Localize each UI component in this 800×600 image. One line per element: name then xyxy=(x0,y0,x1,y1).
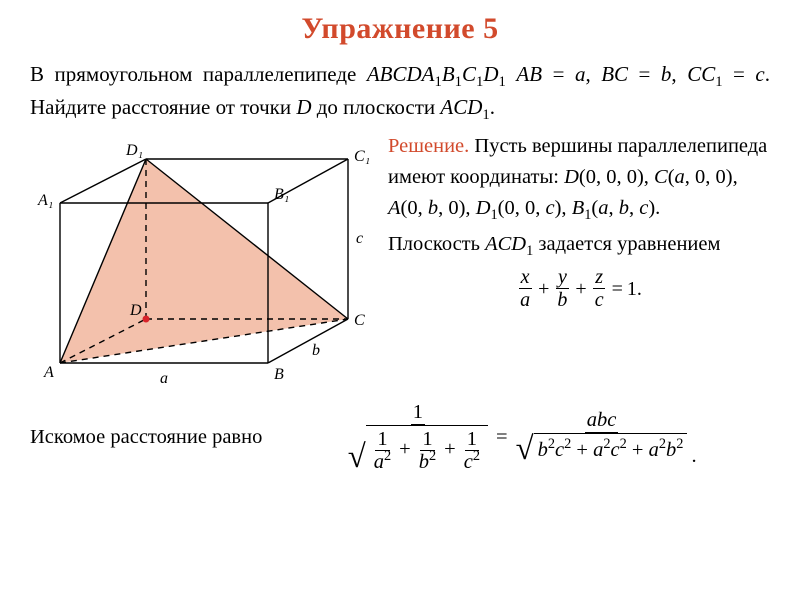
svg-text:c: c xyxy=(356,230,363,247)
solution-column: Решение. Пусть вершины параллелепипеда и… xyxy=(380,131,770,311)
plane-sentence: Плоскость ACD1 задается уравнением xyxy=(388,229,770,260)
svg-text:b: b xyxy=(312,342,320,359)
problem-statement: В прямоугольном параллелепипеде ABCDA1B1… xyxy=(30,58,770,123)
svg-text:D: D xyxy=(129,302,142,319)
page: Упражнение 5 В прямоугольном параллелепи… xyxy=(0,0,800,600)
svg-text:a: a xyxy=(160,370,168,387)
answer-formula: 1√1a2+1b2+1c2=abc√b2c2 + a2c2 + a2b2. xyxy=(270,401,770,474)
solution-paragraph: Решение. Пусть вершины параллелепипеда и… xyxy=(388,131,770,223)
svg-text:D₁: D₁ xyxy=(125,142,143,159)
answer-label: Искомое расстояние равно xyxy=(30,426,270,449)
svg-text:B₁: B₁ xyxy=(274,186,289,203)
answer-row: Искомое расстояние равно 1√1a2+1b2+1c2=a… xyxy=(30,401,770,474)
solution-label: Решение. xyxy=(388,135,469,157)
svg-text:B: B xyxy=(274,366,284,383)
parallelepiped-diagram: A B C D A₁ B₁ C₁ D₁ a b c xyxy=(30,131,380,391)
exercise-title: Упражнение 5 xyxy=(30,12,770,46)
plane-equation: xa+yb+zc=1. xyxy=(388,266,770,311)
svg-text:C: C xyxy=(354,312,365,329)
svg-text:A: A xyxy=(43,364,54,381)
diagram-column: A B C D A₁ B₁ C₁ D₁ a b c xyxy=(30,131,380,391)
svg-text:C₁: C₁ xyxy=(354,148,370,165)
svg-text:A₁: A₁ xyxy=(37,192,53,209)
content-row: A B C D A₁ B₁ C₁ D₁ a b c Решение. Пусть вершины п… xyxy=(30,131,770,391)
